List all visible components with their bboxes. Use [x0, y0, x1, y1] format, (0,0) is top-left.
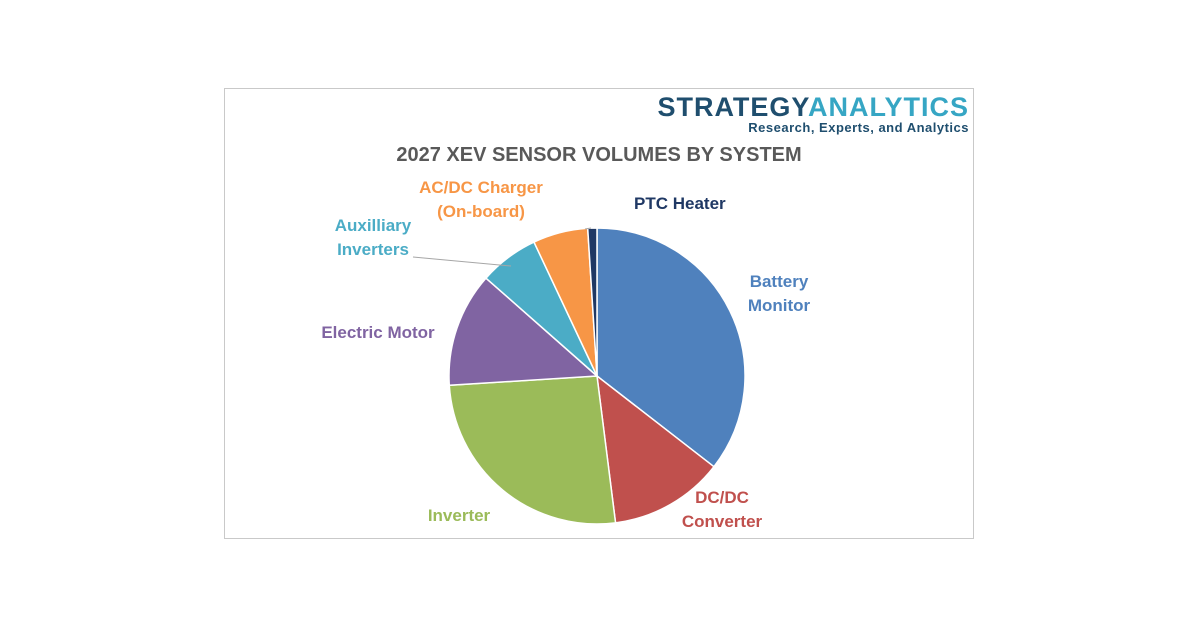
slice-label: Auxilliary Inverters	[335, 216, 412, 259]
slice-label: DC/DC Converter	[682, 488, 763, 531]
slice-label: PTC Heater	[634, 194, 726, 213]
pie-slice-dc-dc-converter	[596, 374, 715, 524]
slice-label: AC/DC Charger (On-board)	[419, 178, 543, 221]
brand-name-part2: ANALYTICS	[807, 92, 969, 122]
pie-slice-electric-motor	[448, 277, 599, 387]
pie-chart: Battery Monitor DC/DC Converter Inverter Elec…	[321, 178, 811, 531]
leader-line	[584, 227, 592, 230]
chart-frame: STRATEGYANALYTICS Research, Experts, and…	[224, 88, 974, 539]
pie-slice-battery-monitor	[596, 227, 746, 468]
slice-label: Electric Motor	[321, 323, 435, 342]
slice-label: Battery Monitor	[748, 272, 811, 315]
brand-name: STRATEGYANALYTICS	[657, 92, 969, 122]
leader-line	[412, 256, 512, 267]
brand-name-part1: STRATEGY	[657, 92, 808, 122]
pie-slice-inverter	[448, 375, 617, 525]
brand-logo: STRATEGYANALYTICS Research, Experts, and…	[657, 92, 969, 135]
chart-title: 2027 XEV SENSOR VOLUMES BY SYSTEM	[396, 144, 802, 166]
brand-tagline: Research, Experts, and Analytics	[748, 120, 969, 135]
slice-label: Inverter	[428, 506, 491, 525]
